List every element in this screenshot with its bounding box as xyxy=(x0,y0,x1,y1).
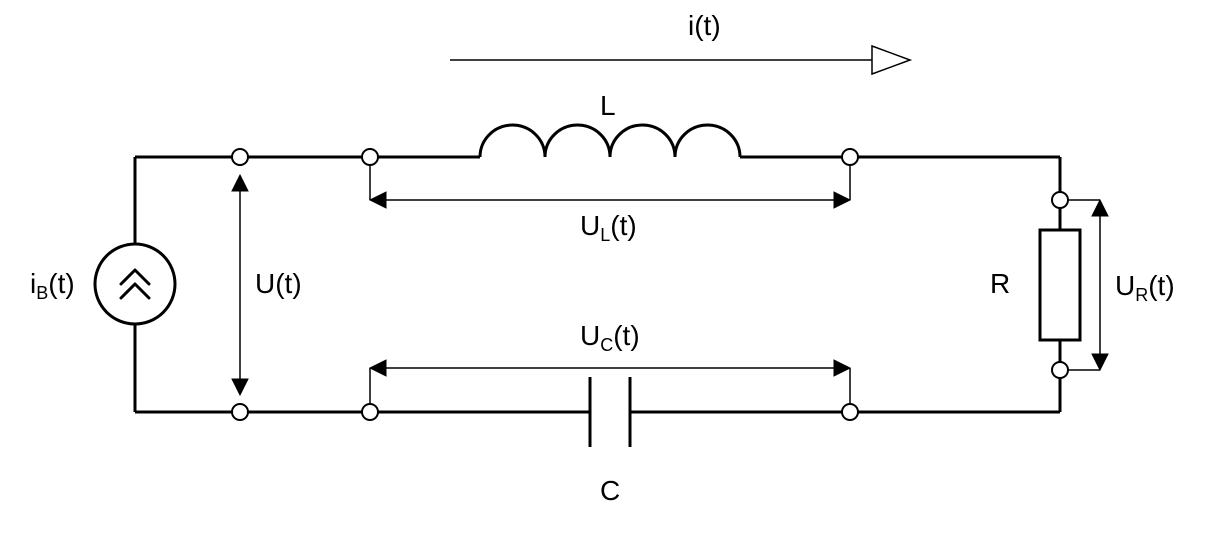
svg-text:UC(t): UC(t) xyxy=(580,320,640,355)
svg-text:L: L xyxy=(600,90,616,121)
svg-text:C: C xyxy=(600,475,620,506)
svg-text:iB(t): iB(t) xyxy=(30,268,75,303)
svg-text:U(t): U(t) xyxy=(255,268,302,299)
svg-text:R: R xyxy=(990,268,1010,299)
svg-text:UL(t): UL(t) xyxy=(580,210,637,245)
svg-text:i(t): i(t) xyxy=(688,10,721,41)
svg-text:UR(t): UR(t) xyxy=(1115,270,1175,305)
